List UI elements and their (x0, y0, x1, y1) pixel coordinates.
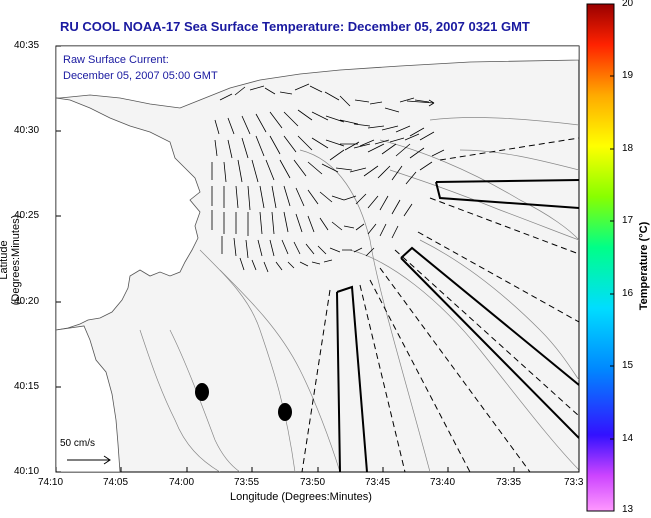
x-tick-label: 73:35 (496, 477, 522, 488)
y-tick-label: 40:35 (14, 40, 40, 51)
y-tick-label: 40:30 (14, 125, 40, 136)
colorbar-tick-label: 18 (622, 143, 634, 154)
y-tick-label: 40:10 (14, 466, 40, 477)
colorbar-tick-label: 17 (622, 215, 634, 226)
colorbar-tick-label: 13 (622, 504, 634, 515)
x-tick-label: 73:55 (234, 477, 260, 488)
colorbar-tick-label: 20 (622, 0, 634, 9)
buoy-marker-2 (278, 403, 292, 421)
buoy-marker-1 (195, 383, 209, 401)
land-new-jersey (56, 97, 201, 331)
current-overlay-info: Raw Surface Current: December 05, 2007 0… (63, 52, 218, 84)
coverage-wedges (336, 179, 579, 472)
colorbar-tick-label: 16 (622, 288, 634, 299)
colorbar-label: Temperature (°C) (638, 221, 650, 311)
x-tick-label: 73:40 (430, 477, 456, 488)
colorbar-tick-label: 15 (622, 360, 634, 371)
scale-arrow (67, 455, 111, 465)
x-tick-label: 73:45 (365, 477, 391, 488)
x-axis-label: Longitude (Degrees:Minutes) (230, 491, 372, 503)
colorbar-tick-label: 14 (622, 433, 634, 444)
y-tick-label: 40:15 (14, 381, 40, 392)
x-tick-label: 74:10 (38, 477, 64, 488)
overlay-line-2: December 05, 2007 05:00 GMT (63, 70, 218, 82)
colorbar (586, 3, 615, 512)
axis-ticks (55, 45, 580, 473)
map-title: RU COOL NOAA-17 Sea Surface Temperature:… (60, 19, 530, 34)
x-tick-label: 74:05 (103, 477, 129, 488)
x-tick-label: 74:00 (169, 477, 195, 488)
radial-beam-lines (301, 137, 579, 472)
x-tick-label: 73:50 (300, 477, 326, 488)
colorbar-ticks (610, 3, 614, 512)
scale-label: 50 cm/s (60, 438, 96, 449)
current-vectors (211, 83, 445, 273)
y-tick-label: 40:25 (14, 210, 40, 221)
land-new-york (56, 46, 579, 109)
colorbar-tick-label: 19 (622, 70, 634, 81)
x-tick-label: 73:3 (564, 477, 584, 488)
overlay-line-1: Raw Surface Current: (63, 54, 169, 66)
land-south-nj (56, 325, 121, 472)
y-tick-label: 40:20 (14, 296, 40, 307)
